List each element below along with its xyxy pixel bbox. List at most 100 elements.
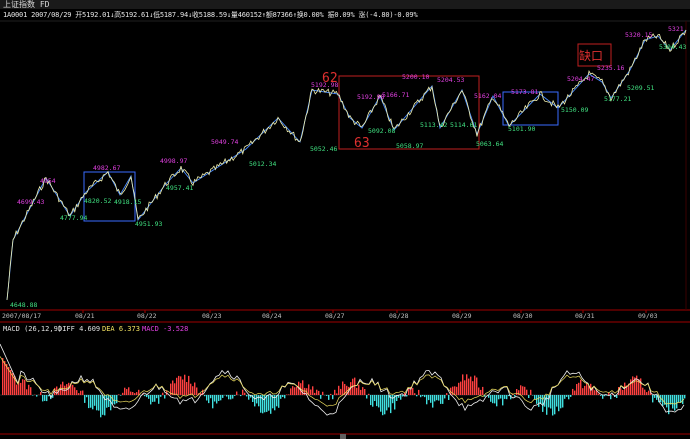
macd-bar (368, 393, 370, 395)
macd-bar (456, 386, 458, 395)
channel-box-red (338, 75, 480, 150)
macd-bar (260, 395, 262, 413)
macd-bar (74, 387, 76, 395)
macd-bar (42, 395, 44, 402)
macd-bar (188, 375, 190, 395)
macd-bar (636, 375, 638, 395)
macd-bar (290, 388, 292, 395)
macd-bar (242, 389, 244, 395)
macd-bar (284, 395, 286, 399)
macd-bar (262, 395, 264, 414)
macd-bar (680, 395, 682, 403)
macd-bar (578, 382, 580, 395)
macd-bar (126, 389, 128, 395)
macd-bar (8, 367, 10, 395)
macd-bar (408, 388, 410, 395)
macd-bar (576, 384, 578, 395)
macd-bar (584, 385, 586, 395)
macd-bar (52, 395, 54, 398)
macd-bar (292, 386, 294, 395)
macd-bar (272, 395, 274, 409)
price-annotation-low: 5052.46 (310, 145, 337, 153)
macd-bar (488, 395, 490, 398)
macd-bar (474, 375, 476, 395)
macd-bar (612, 393, 614, 395)
macd-bar (258, 395, 260, 407)
macd-bar (390, 395, 392, 414)
macd-bar (674, 395, 676, 411)
x-tick-label: 08/22 (137, 312, 157, 320)
macd-bar (316, 389, 318, 395)
price-annotation-high: 5204.53 (437, 76, 464, 84)
macd-bar (164, 395, 166, 399)
macd-bar (174, 383, 176, 395)
macd-bar (552, 395, 554, 416)
price-annotation-high: 5192.98 (311, 81, 338, 89)
macd-bar (118, 394, 120, 395)
macd-bar (88, 395, 90, 409)
macd-bar (494, 395, 496, 404)
macd-bar (12, 373, 14, 395)
macd-bar (340, 388, 342, 395)
macd-bar (346, 385, 348, 395)
price-annotation-low: 4777.94 (60, 214, 87, 222)
macd-bar (310, 389, 312, 395)
price-annotation-high: 4998.97 (160, 157, 187, 165)
macd-bar (652, 395, 654, 403)
macd-bar (206, 395, 208, 401)
macd-bar (116, 395, 118, 404)
macd-bar (430, 395, 432, 403)
macd-bar (276, 395, 278, 407)
macd-bar (218, 395, 220, 401)
macd-bar (48, 395, 50, 397)
macd-bar (32, 395, 34, 396)
macd-bar (30, 387, 32, 395)
macd-bar (214, 395, 216, 402)
macd-bar (18, 381, 20, 395)
macd-bar (682, 395, 684, 405)
x-tick-label: 08/28 (389, 312, 409, 320)
macd-bar (538, 395, 540, 407)
macd-bar (102, 395, 104, 415)
macd-bar (336, 393, 338, 395)
macd-bar (86, 395, 88, 398)
macd-bar (250, 395, 252, 398)
macd-bar (526, 389, 528, 395)
macd-bar (90, 395, 92, 408)
price-annotation-low: 5177.21 (604, 95, 631, 103)
macd-bar (362, 387, 364, 395)
price-annotation-high: 4699.43 (17, 198, 44, 206)
macd-bar (40, 392, 42, 395)
macd-bar (664, 395, 666, 405)
macd-bar (588, 385, 590, 395)
macd-bar (496, 395, 498, 407)
macd-bar (308, 384, 310, 395)
macd-bar (382, 395, 384, 416)
macd-bar (434, 395, 436, 402)
macd-bar (328, 395, 330, 400)
price-annotation-low: 5113.42 (420, 121, 447, 129)
macd-bar (592, 387, 594, 395)
macd-bar (268, 395, 270, 411)
macd-bar (492, 395, 494, 404)
price-annotation-high: 5235.16 (597, 64, 624, 72)
channel-box-blue-2 (502, 91, 559, 126)
scroll-handle[interactable] (340, 434, 346, 439)
price-annotation-low: 5092.08 (368, 127, 395, 135)
price-annotation-high: 4954 (40, 177, 56, 185)
macd-bar (182, 379, 184, 395)
info-bar: 1A0001 2007/08/29 开5192.01↓高5192.61↓低518… (0, 10, 690, 20)
macd-bar (506, 395, 508, 400)
macd-bar (516, 389, 518, 395)
macd-bar (280, 395, 282, 399)
macd-bar (146, 395, 148, 398)
macd-bar (234, 395, 236, 396)
macd-bar (464, 380, 466, 395)
macd-bar (248, 395, 250, 400)
macd-bar (124, 387, 126, 395)
macd-bar (598, 393, 600, 395)
macd-bar (484, 395, 486, 397)
macd-bar (110, 395, 112, 411)
macd-bar (378, 395, 380, 408)
